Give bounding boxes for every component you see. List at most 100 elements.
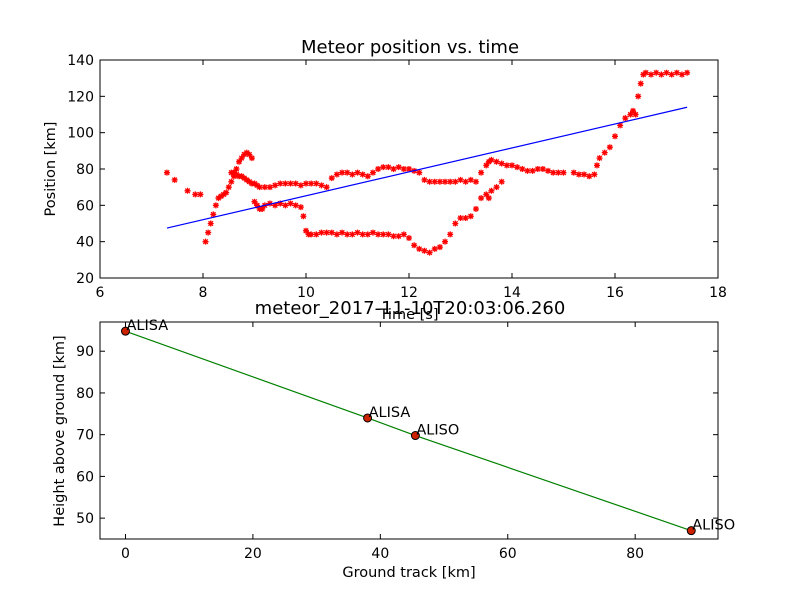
top-y-tick-label: 140: [67, 53, 94, 69]
position-data-point: [478, 169, 485, 176]
position-data-point: [488, 187, 495, 194]
position-data-point: [400, 231, 407, 238]
position-data-point: [238, 155, 245, 162]
position-data-point: [308, 231, 315, 238]
position-data-point: [509, 162, 515, 169]
position-data-point: [534, 166, 541, 172]
position-data-point: [575, 171, 582, 178]
position-data-point: [570, 169, 577, 176]
position-data-point: [261, 184, 268, 191]
position-data-point: [436, 244, 443, 251]
position-data-point: [406, 235, 412, 242]
station-point: [410, 431, 420, 441]
top-y-tick-label: 60: [76, 198, 94, 214]
top-x-tick-label: 10: [297, 285, 315, 301]
position-data-point: [462, 215, 469, 222]
position-data-point: [550, 169, 557, 176]
bottom-x-ticks: 0 20 40 60 80: [121, 322, 644, 562]
position-data-point: [612, 133, 618, 140]
position-data-point: [207, 220, 214, 227]
position-data-point: [223, 189, 230, 196]
bottom-axes-frame: [99, 321, 719, 540]
top-x-tick-label: 14: [503, 285, 521, 301]
position-data-point: [452, 220, 459, 227]
bottom-y-tick-label: 50: [76, 511, 94, 527]
position-data-point: [421, 176, 428, 183]
position-data-point: [385, 164, 392, 171]
bottom-y-tick-label: 60: [76, 469, 94, 485]
position-data-point: [344, 231, 351, 238]
position-data-point: [668, 71, 675, 78]
position-data-point: [344, 169, 351, 176]
top-plot-area: [163, 69, 691, 256]
position-data-point: [493, 184, 500, 191]
position-data-point: [256, 184, 263, 191]
position-data-point: [617, 122, 624, 129]
position-data-point: [411, 242, 418, 249]
position-data-point: [272, 202, 279, 209]
position-data-point: [292, 202, 299, 209]
position-data-point: [272, 182, 279, 189]
height-vs-ground-track-subplot: meteor_2017-11-10T20:03:06.260 ALISA ALIS…: [52, 298, 735, 581]
bottom-y-axis-label: Height above ground [km]: [52, 335, 68, 526]
position-data-point: [457, 215, 464, 222]
position-data-point: [503, 162, 510, 169]
position-data-point: [339, 229, 346, 236]
position-data-point: [658, 71, 665, 78]
position-data-point: [581, 171, 588, 178]
position-data-point: [457, 176, 464, 183]
position-data-point: [426, 249, 433, 256]
position-data-point: [300, 213, 307, 220]
position-data-point: [431, 178, 438, 185]
position-data-point: [524, 167, 531, 174]
position-data-point: [359, 231, 366, 238]
position-data-point: [328, 175, 335, 182]
position-data-point: [375, 166, 382, 172]
position-data-point: [390, 233, 397, 240]
position-data-point: [354, 229, 361, 236]
position-data-point: [171, 176, 178, 183]
position-data-point: [596, 155, 603, 162]
position-data-point: [303, 180, 309, 187]
position-data-point: [282, 180, 289, 187]
position-data-point: [632, 111, 639, 118]
position-data-point: [364, 231, 371, 238]
top-x-tick-label: 6: [96, 285, 105, 301]
position-data-point: [493, 158, 500, 165]
position-data-point: [395, 233, 402, 240]
position-data-point: [663, 69, 670, 76]
position-data-point: [318, 229, 325, 236]
position-data-point: [297, 182, 304, 189]
position-data-point: [354, 169, 361, 176]
position-data-point: [246, 151, 253, 158]
position-data-point: [210, 211, 217, 218]
top-y-tick-label: 80: [76, 162, 94, 178]
position-data-point: [254, 202, 261, 209]
position-data-point: [606, 144, 613, 151]
position-data-point: [248, 155, 255, 162]
station-label: ALISA: [126, 318, 168, 334]
position-data-point: [380, 164, 387, 171]
position-data-point: [421, 247, 428, 254]
position-data-point: [333, 171, 340, 178]
position-data-point: [385, 231, 392, 238]
position-data-point: [406, 166, 412, 172]
position-data-point: [560, 169, 567, 176]
position-data-point: [192, 191, 199, 198]
position-data-point: [259, 205, 266, 212]
position-data-point: [212, 202, 219, 209]
position-data-point: [369, 229, 376, 236]
position-data-point: [447, 178, 454, 185]
position-data-point: [555, 169, 562, 176]
position-data-point: [277, 200, 284, 207]
position-data-point: [673, 69, 680, 76]
position-data-point: [442, 238, 449, 245]
position-data-point: [586, 173, 593, 180]
position-data-point: [233, 166, 240, 172]
station-label: ALISO: [692, 518, 735, 534]
position-data-point: [390, 166, 397, 172]
bottom-x-tick-label: 40: [371, 546, 389, 562]
position-data-point: [339, 169, 346, 176]
